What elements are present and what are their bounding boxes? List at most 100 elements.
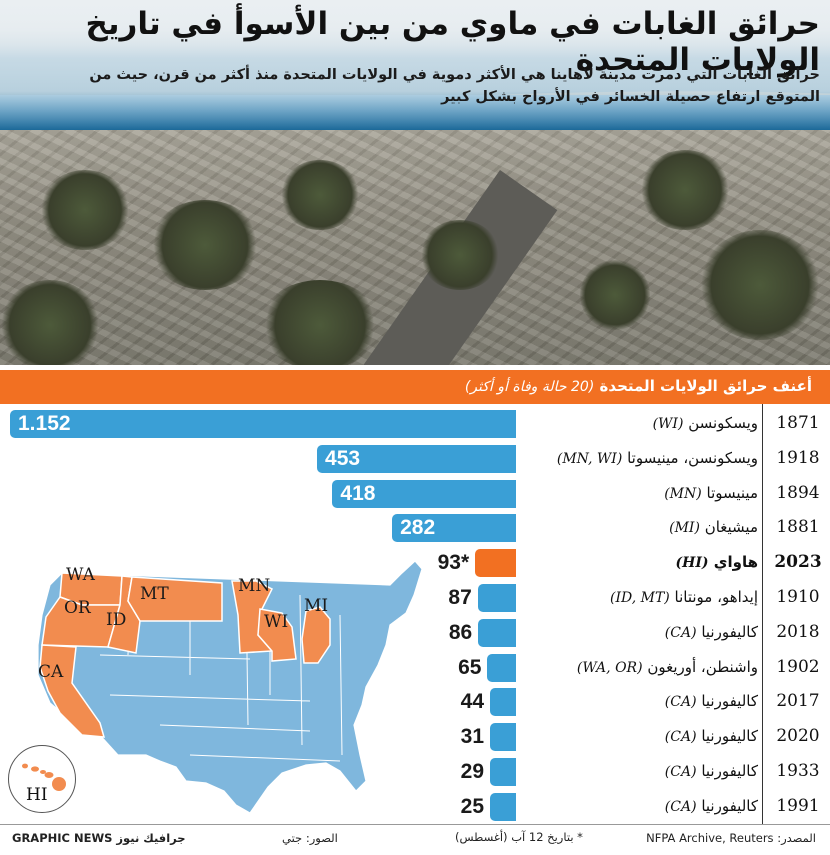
state-abbreviation: (ID, MT) [609, 590, 670, 606]
hawaii-inset [8, 745, 76, 813]
bar-year-label: 1871 [776, 413, 820, 433]
state-abbreviation: (WI) [652, 416, 684, 432]
bar-place-label: ويسكونسن، مينيسوتا (MN, WI) [557, 449, 758, 467]
bar-1910 [477, 584, 516, 612]
bar-value-label: 282 [400, 516, 436, 540]
state-abbreviation: (MN, WI) [556, 450, 623, 467]
page-title: حرائق الغابات في ماوي من بين الأسوأ في ت… [85, 6, 821, 78]
bar-value-label: 87 [448, 586, 472, 609]
hero-photo: حرائق الغابات في ماوي من بين الأسوأ في ت… [0, 0, 830, 365]
map-state-mi [301, 606, 331, 664]
bar-year-label: 2018 [776, 621, 820, 642]
bar-value-label: 93* [437, 551, 470, 575]
tree [280, 160, 360, 230]
map-state-ca [39, 644, 106, 738]
bar-1902 [487, 653, 516, 682]
bar-place-label: كاليفورنيا (CA) [665, 762, 758, 780]
footer: المصدر: NFPA Archive, Reuters * بتاريخ 1… [0, 824, 830, 855]
bar-year-label: 1910 [776, 587, 820, 607]
bar-value-label: 44 [460, 690, 484, 714]
bar-place-label: ميشيغان (MI) [669, 518, 758, 536]
title-overlay [0, 0, 830, 130]
label-wa: WA [66, 565, 96, 585]
bar-2017 [490, 688, 516, 717]
page-subtitle: حرائق الغابات التي دمرت مدينة لاهاينا هي… [89, 67, 820, 105]
state-abbreviation: (CA) [664, 764, 697, 780]
label-mi: MI [304, 596, 328, 616]
bar-place-label: كاليفورنيا (CA) [665, 727, 758, 745]
bar-place-label: إيداهو، مونتانا (ID, MT) [610, 588, 758, 606]
place-name: واشنطن، أوريغون [642, 657, 758, 676]
photo-credit: الصور: جتي [282, 831, 338, 845]
place-name: كاليفورنيا [696, 692, 758, 711]
state-abbreviation: (WA, OR) [576, 659, 643, 676]
label-or: OR [64, 598, 92, 618]
deaths-bar-chart: 1.152 ويسكونسن (WI) 1871 453 ويسكونسن، مينيس… [0, 404, 830, 824]
bar-2023 [475, 549, 516, 578]
state-abbreviation: (CA) [664, 798, 697, 815]
bar-place-label: هاواي (HI) [676, 553, 759, 571]
bar-value-label: 25 [460, 794, 484, 818]
state-abbreviation: (CA) [664, 624, 697, 641]
bar-1918 [317, 444, 516, 473]
tree [420, 220, 500, 290]
banner-note: (20 حالة وفاة أو أكثر) [464, 379, 595, 395]
bar-1894 [332, 479, 516, 508]
place-name: كاليفورنيا [696, 622, 758, 641]
bar-place-label: كاليفورنيا (CA) [665, 797, 758, 815]
tree [260, 280, 380, 365]
us-map: WA OR ID MT CA MN WI MI [37, 560, 423, 814]
bar-year-label: 2020 [776, 726, 820, 747]
map-state-mt [127, 576, 223, 622]
bar-place-label: كاليفورنيا (CA) [665, 692, 758, 710]
bar-value-label: 31 [460, 725, 484, 749]
bar-1991 [490, 792, 516, 821]
tree [40, 170, 130, 250]
bar-1871 [10, 410, 516, 438]
bar-value-label: 453 [325, 446, 361, 470]
bar-year-label: 2023 [774, 552, 822, 573]
place-name: إيداهو، مونتانا [669, 588, 758, 606]
bar-year-label: 1881 [776, 517, 820, 538]
tree [0, 280, 100, 365]
place-name: كاليفورنيا [696, 762, 758, 780]
bar-1933 [490, 758, 516, 786]
bar-2020 [490, 723, 516, 752]
state-abbreviation: (CA) [664, 729, 697, 746]
label-hi: HI [26, 785, 48, 805]
bar-year-label: 2017 [776, 691, 820, 712]
hawaii-islands-icon [22, 763, 66, 791]
bar-value-label: 65 [458, 655, 482, 679]
label-id: ID [106, 610, 126, 630]
place-name: كاليفورنيا [696, 796, 758, 815]
place-name: ميشيغان [699, 518, 758, 537]
brand-logo: GRAPHIC NEWS جرافيك نيوز [12, 831, 186, 845]
label-ca: CA [38, 662, 64, 682]
place-name: ويسكونسن، مينيسوتا [622, 448, 758, 467]
label-wi: WI [264, 612, 288, 632]
bar-1881 [392, 514, 516, 543]
state-abbreviation: (MN) [664, 485, 702, 502]
bar-year-label: 1894 [776, 482, 820, 503]
place-name: كاليفورنيا [696, 727, 758, 746]
tree [580, 260, 650, 330]
place-name: ويسكونسن [683, 414, 758, 432]
bar-value-label: 86 [448, 620, 473, 644]
state-abbreviation: (HI) [675, 555, 709, 572]
bar-year-label: 1933 [776, 761, 820, 781]
place-name: هاواي [708, 553, 758, 572]
state-abbreviation: (CA) [664, 694, 697, 711]
tree [640, 150, 730, 230]
banner-title: أعنف حرائق الولايات المتحدة [599, 377, 812, 395]
label-mt: MT [140, 584, 169, 604]
banner-text: أعنف حرائق الولايات المتحدة (20 حالة وفا… [465, 377, 812, 395]
bar-2018 [478, 618, 516, 647]
year-divider [762, 404, 763, 824]
bar-year-label: 1918 [776, 447, 820, 468]
bar-place-label: مينيسوتا (MN) [664, 484, 758, 502]
bar-value-label: 1.152 [18, 412, 71, 435]
bar-place-label: ويسكونسن (WI) [653, 414, 758, 432]
tree [150, 200, 260, 290]
section-banner: أعنف حرائق الولايات المتحدة (20 حالة وفا… [0, 370, 830, 404]
bar-year-label: 1991 [776, 795, 820, 816]
